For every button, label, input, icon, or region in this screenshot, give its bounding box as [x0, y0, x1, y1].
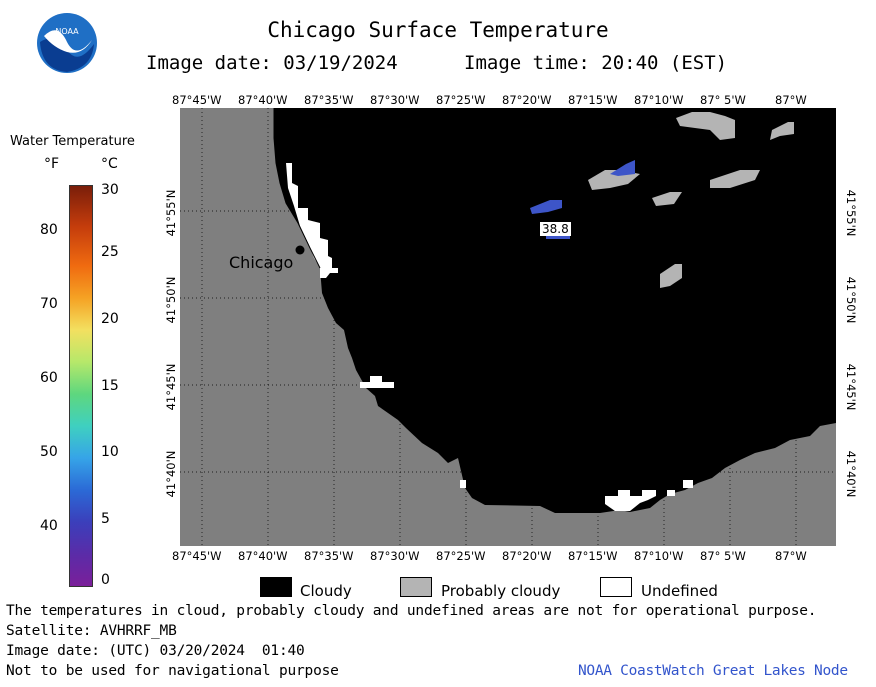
lat-label: 41°40'N — [844, 450, 858, 498]
chicago-marker — [295, 245, 305, 255]
colorbar-unit-c: °C — [101, 156, 118, 172]
lon-label: 87°15'W — [568, 549, 618, 563]
lon-label: 87°10'W — [634, 93, 684, 107]
legend-label-undefined: Undefined — [641, 582, 718, 600]
lon-label: 87°W — [775, 549, 807, 563]
utc-date-text: Image date: (UTC) 03/20/2024 01:40 — [6, 643, 305, 659]
lon-label: 87°40'W — [238, 93, 288, 107]
lat-label: 41°50'N — [164, 276, 178, 324]
satellite-text: Satellite: AVHRRF_MB — [6, 623, 177, 639]
temperature-map — [180, 108, 836, 546]
f-tick-label: 80 — [40, 222, 58, 238]
lon-label: 87°35'W — [304, 549, 354, 563]
lon-label: 87°15'W — [568, 93, 618, 107]
city-label-chicago: Chicago — [229, 253, 294, 272]
f-tick-label: 70 — [40, 296, 58, 312]
lon-label: 87°20'W — [502, 549, 552, 563]
f-tick-label: 60 — [40, 370, 58, 386]
c-tick-label: 0 — [101, 572, 110, 588]
legend-label-cloudy: Cloudy — [300, 582, 352, 600]
navigation-warning: Not to be used for navigational purpose — [6, 663, 339, 679]
coastline — [273, 108, 321, 269]
lon-label: 87°35'W — [304, 93, 354, 107]
c-tick-label: 20 — [101, 311, 119, 327]
lon-label: 87°25'W — [436, 549, 486, 563]
f-tick-label: 40 — [40, 518, 58, 534]
lon-label: 87°20'W — [502, 93, 552, 107]
lon-label: 87°25'W — [436, 93, 486, 107]
cloudy-area — [274, 108, 836, 513]
disclaimer-text: The temperatures in cloud, probably clou… — [6, 603, 817, 619]
lat-label: 41°55'N — [164, 189, 178, 237]
lon-label: 87°45'W — [172, 93, 222, 107]
credit-link[interactable]: NOAA CoastWatch Great Lakes Node — [578, 663, 848, 679]
colorbar — [69, 185, 93, 587]
image-time: Image time: 20:40 (EST) — [464, 52, 728, 74]
c-tick-label: 25 — [101, 244, 119, 260]
noaa-logo-text: NOAA — [55, 27, 79, 36]
lon-label: 87°30'W — [370, 549, 420, 563]
legend-swatch-undefined — [600, 577, 632, 597]
lon-label: 87°W — [775, 93, 807, 107]
temperature-reading-label: 38.8 — [540, 222, 571, 236]
image-date: Image date: 03/19/2024 — [146, 52, 398, 74]
lon-label: 87°40'W — [238, 549, 288, 563]
c-tick-label: 10 — [101, 444, 119, 460]
page-title: Chicago Surface Temperature — [267, 18, 609, 42]
lon-label: 87°30'W — [370, 93, 420, 107]
lat-label: 41°55'N — [844, 189, 858, 237]
lon-label: 87°45'W — [172, 549, 222, 563]
colorbar-title: Water Temperature — [10, 134, 135, 149]
legend-swatch-probably-cloudy — [400, 577, 432, 597]
legend-swatch-cloudy — [260, 577, 292, 597]
lat-label: 41°50'N — [844, 276, 858, 324]
c-tick-label: 15 — [101, 378, 119, 394]
lon-label: 87° 5'W — [700, 93, 746, 107]
noaa-logo-icon: NOAA — [36, 12, 98, 74]
lon-label: 87°10'W — [634, 549, 684, 563]
c-tick-label: 30 — [101, 182, 119, 198]
colorbar-unit-f: °F — [44, 156, 60, 172]
lat-label: 41°45'N — [164, 363, 178, 411]
lat-label: 41°45'N — [844, 363, 858, 411]
probably-cloudy-areas — [588, 112, 794, 288]
lat-label: 41°40'N — [164, 450, 178, 498]
legend-label-probably-cloudy: Probably cloudy — [441, 582, 561, 600]
undefined-areas — [286, 163, 693, 511]
c-tick-label: 5 — [101, 511, 110, 527]
water-temp-patches — [530, 160, 635, 239]
f-tick-label: 50 — [40, 444, 58, 460]
lon-label: 87° 5'W — [700, 549, 746, 563]
